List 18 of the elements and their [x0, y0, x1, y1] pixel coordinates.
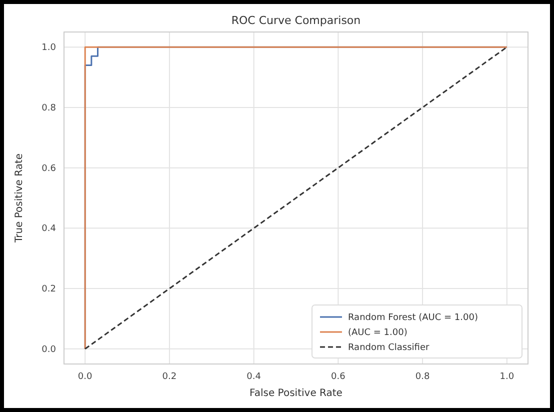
y-tick-label: 1.0: [42, 43, 56, 54]
y-tick-label: 0.4: [42, 224, 56, 234]
legend-label: (AUC = 1.00): [348, 328, 408, 338]
legend-label: Random Forest (AUC = 1.00): [348, 313, 478, 323]
y-axis-title: True Positive Rate: [14, 153, 25, 244]
x-axis-title: False Positive Rate: [250, 388, 342, 399]
x-tick-label: 0.0: [78, 372, 93, 382]
x-tick-label: 0.2: [162, 372, 177, 382]
x-tick-label: 1.0: [500, 372, 514, 382]
chart-title: ROC Curve Comparison: [231, 14, 361, 27]
x-tick-label: 0.6: [331, 372, 346, 382]
y-tick-label: 0.0: [42, 344, 56, 355]
x-tick-label: 0.8: [415, 372, 430, 382]
y-tick-label: 0.8: [42, 103, 56, 114]
y-tick-label: 0.6: [42, 164, 56, 174]
x-tick-label: 0.4: [246, 372, 262, 382]
legend-label: Random Classifier: [348, 343, 430, 353]
y-tick-label: 0.2: [42, 284, 56, 295]
